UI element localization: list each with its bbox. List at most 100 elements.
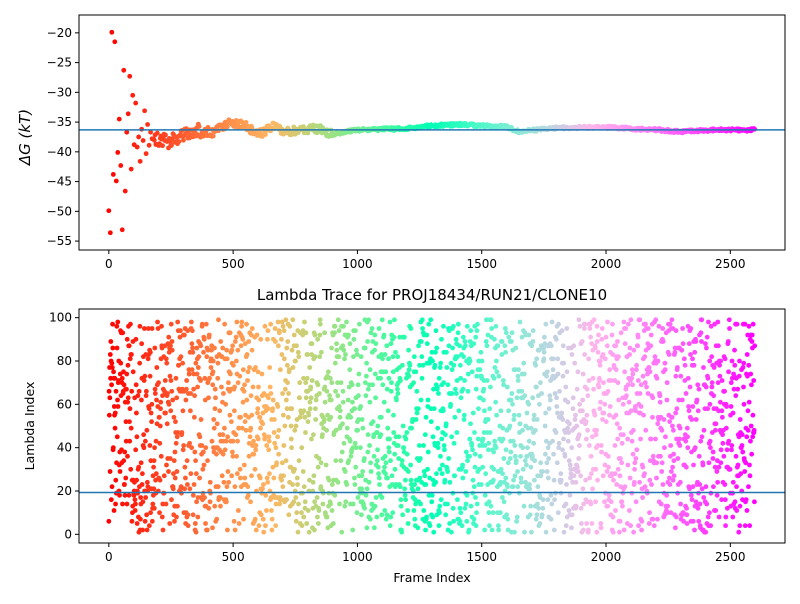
lambda-point xyxy=(597,378,602,383)
lambda-point xyxy=(245,492,251,498)
lambda-point xyxy=(387,319,393,325)
lambda-point xyxy=(722,388,727,394)
lambda-point xyxy=(352,475,357,481)
lambda-point xyxy=(210,369,216,375)
delta-g-point xyxy=(136,134,142,140)
lambda-point xyxy=(169,347,175,353)
lambda-point xyxy=(648,332,654,338)
lambda-point xyxy=(712,427,718,433)
lambda-point xyxy=(455,321,461,327)
lambda-point xyxy=(531,412,537,418)
lambda-point xyxy=(719,414,725,420)
lambda-point xyxy=(245,378,250,383)
lambda-point xyxy=(136,464,142,470)
lambda-point xyxy=(500,378,506,383)
lambda-point xyxy=(718,460,724,466)
lambda-point xyxy=(364,360,370,366)
lambda-point xyxy=(266,447,272,453)
lambda-point xyxy=(423,527,428,533)
lambda-point xyxy=(279,319,285,325)
lambda-point xyxy=(595,349,601,355)
lambda-point xyxy=(474,328,480,334)
lambda-point xyxy=(328,414,334,420)
lambda-point xyxy=(478,349,484,355)
lambda-point xyxy=(673,410,679,416)
lambda-point xyxy=(427,475,433,481)
lambda-point xyxy=(140,527,146,533)
lambda-point xyxy=(325,369,331,375)
lambda-point xyxy=(689,497,695,503)
lambda-point xyxy=(725,339,731,344)
lambda-point xyxy=(235,347,241,353)
lambda-point xyxy=(704,345,709,351)
lambda-point xyxy=(232,339,238,344)
lambda-point xyxy=(261,529,267,535)
lambda-point xyxy=(549,319,555,325)
lambda-point xyxy=(162,378,168,383)
lambda-point xyxy=(664,380,670,386)
lambda-point xyxy=(379,512,385,518)
lambda-point xyxy=(499,495,505,500)
lambda-point xyxy=(677,443,683,448)
lambda-point xyxy=(746,399,752,405)
lambda-point xyxy=(353,464,359,470)
lambda-point xyxy=(683,391,689,396)
lambda-point xyxy=(232,384,238,390)
lambda-point xyxy=(141,378,147,383)
lambda-point xyxy=(493,358,499,364)
lambda-point xyxy=(276,451,282,457)
lambda-point xyxy=(351,354,356,360)
lambda-point xyxy=(576,456,582,461)
lambda-point xyxy=(318,349,324,355)
lambda-point xyxy=(143,495,149,500)
lambda-point xyxy=(345,397,351,403)
lambda-point xyxy=(512,443,518,448)
lambda-point xyxy=(373,395,378,401)
lambda-point xyxy=(577,443,582,448)
lambda-point xyxy=(404,430,410,435)
lambda-point xyxy=(529,343,535,349)
lambda-point xyxy=(257,475,263,481)
lambda-point xyxy=(405,508,411,513)
lambda-point xyxy=(503,475,509,481)
lambda-point xyxy=(304,375,310,381)
lambda-point xyxy=(617,529,622,535)
lambda-point xyxy=(563,501,569,507)
lambda-point xyxy=(429,349,435,355)
lambda-point xyxy=(392,317,397,323)
lambda-point xyxy=(741,401,747,407)
lambda-point xyxy=(416,443,422,448)
lambda-point xyxy=(452,386,458,392)
lambda-point xyxy=(198,417,204,422)
lambda-point xyxy=(563,523,569,529)
lambda-point xyxy=(563,384,569,390)
lambda-point xyxy=(329,380,335,386)
lambda-point xyxy=(391,412,396,418)
lambda-point xyxy=(732,362,738,368)
lambda-point xyxy=(152,391,158,396)
lambda-point xyxy=(311,473,317,479)
lambda-point xyxy=(660,339,666,344)
lambda-point xyxy=(324,388,330,394)
lambda-point xyxy=(384,343,390,349)
lambda-point xyxy=(348,453,354,459)
lambda-point xyxy=(736,529,742,535)
lambda-point xyxy=(391,334,397,340)
lambda-point xyxy=(710,449,716,455)
lambda-point xyxy=(195,384,200,390)
lambda-point xyxy=(528,425,534,431)
lambda-point xyxy=(337,408,343,414)
lambda-point xyxy=(742,469,748,474)
lambda-point xyxy=(649,482,654,487)
lambda-point xyxy=(673,328,679,334)
lambda-point xyxy=(443,512,449,518)
lambda-point xyxy=(604,343,610,349)
lambda-point xyxy=(633,456,639,461)
lambda-point xyxy=(315,336,321,342)
lambda-point xyxy=(261,482,266,487)
lambda-point xyxy=(711,393,717,399)
lambda-point xyxy=(538,460,544,466)
delta-g-point xyxy=(196,124,202,129)
lambda-point xyxy=(740,449,746,455)
lambda-point xyxy=(428,419,434,425)
